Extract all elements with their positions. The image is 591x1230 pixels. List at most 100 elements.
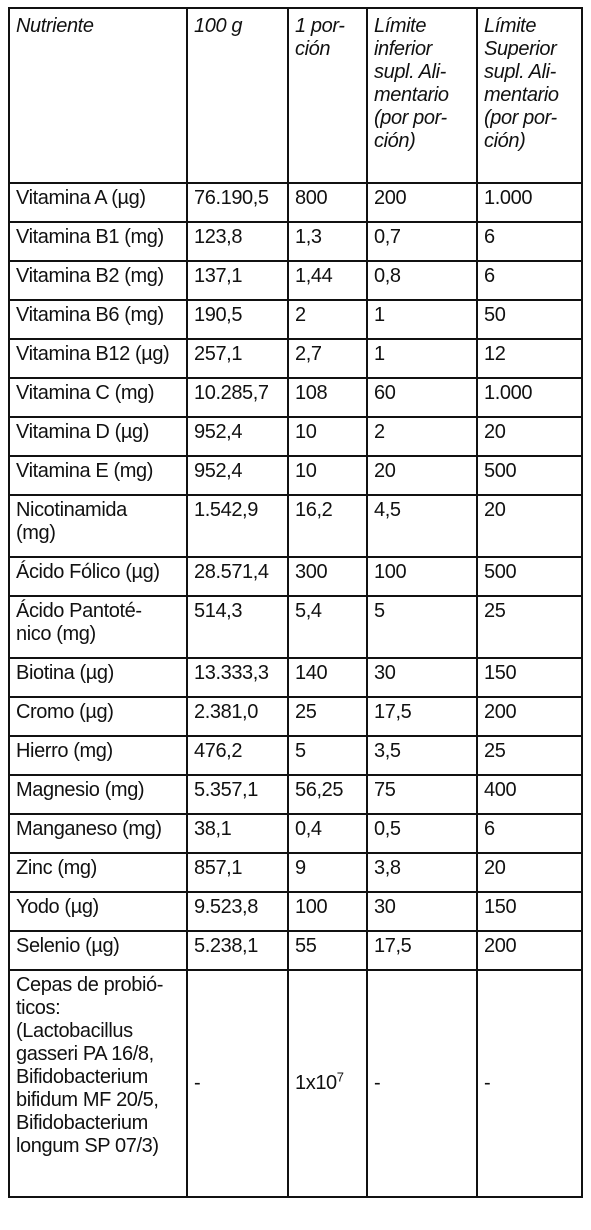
cell-lower-limit: 17,5: [366, 696, 478, 737]
cell-per-100g: 137,1: [186, 260, 289, 301]
cell-portion: 140: [287, 657, 368, 698]
cell-per-100g: -: [186, 969, 289, 1198]
cell-per-100g: 13.333,3: [186, 657, 289, 698]
header-portion: 1 por- ción: [287, 7, 368, 184]
cell-per-100g: 1.542,9: [186, 494, 289, 558]
table-row: Ácido Pantoté- nico (mg) 514,3 5,4 5 25: [8, 595, 583, 659]
table-row: Vitamina C (mg) 10.285,7 108 60 1.000: [8, 377, 583, 418]
cell-portion: 16,2: [287, 494, 368, 558]
table-row-probiotics: Cepas de probió- ticos: (Lactobacillus g…: [8, 969, 583, 1198]
cell-lower-limit: 60: [366, 377, 478, 418]
cell-upper-limit: 400: [476, 774, 583, 815]
cell-nutrient: Vitamina D (µg): [8, 416, 188, 457]
cell-nutrient: Manganeso (mg): [8, 813, 188, 854]
cell-lower-limit: 30: [366, 657, 478, 698]
cell-lower-limit: 100: [366, 556, 478, 597]
cell-per-100g: 2.381,0: [186, 696, 289, 737]
cell-per-100g: 5.357,1: [186, 774, 289, 815]
cell-upper-limit: 25: [476, 735, 583, 776]
cell-lower-limit: -: [366, 969, 478, 1198]
cell-lower-limit: 1: [366, 338, 478, 379]
table-header-row: Nutriente 100 g 1 por- ción Límite infer…: [8, 7, 583, 184]
cell-portion: 5: [287, 735, 368, 776]
cell-per-100g: 123,8: [186, 221, 289, 262]
cell-lower-limit: 3,5: [366, 735, 478, 776]
cell-upper-limit: 20: [476, 494, 583, 558]
cell-per-100g: 476,2: [186, 735, 289, 776]
cell-per-100g: 5.238,1: [186, 930, 289, 971]
table-row: Magnesio (mg) 5.357,1 56,25 75 400: [8, 774, 583, 815]
header-upper-limit: Límite Superior supl. Ali- mentario (por…: [476, 7, 583, 184]
cell-per-100g: 38,1: [186, 813, 289, 854]
header-nutriente: Nutriente: [8, 7, 188, 184]
cell-nutrient: Vitamina B1 (mg): [8, 221, 188, 262]
cell-lower-limit: 17,5: [366, 930, 478, 971]
cell-portion: 300: [287, 556, 368, 597]
cell-lower-limit: 1: [366, 299, 478, 340]
cell-upper-limit: 200: [476, 696, 583, 737]
cell-nutrient: Selenio (µg): [8, 930, 188, 971]
cell-per-100g: 952,4: [186, 416, 289, 457]
cell-portion: 25: [287, 696, 368, 737]
cell-upper-limit: 500: [476, 556, 583, 597]
cell-upper-limit: 6: [476, 221, 583, 262]
cell-upper-limit: 25: [476, 595, 583, 659]
cell-upper-limit: -: [476, 969, 583, 1198]
cell-upper-limit: 50: [476, 299, 583, 340]
table-row: Cromo (µg) 2.381,0 25 17,5 200: [8, 696, 583, 737]
table-row: Nicotinamida (mg) 1.542,9 16,2 4,5 20: [8, 494, 583, 558]
cell-lower-limit: 5: [366, 595, 478, 659]
cell-portion: 800: [287, 182, 368, 223]
header-100g: 100 g: [186, 7, 289, 184]
cell-nutrient: Cepas de probió- ticos: (Lactobacillus g…: [8, 969, 188, 1198]
cell-portion: 1x107: [287, 969, 368, 1198]
cell-lower-limit: 20: [366, 455, 478, 496]
table-row: Selenio (µg) 5.238,1 55 17,5 200: [8, 930, 583, 971]
cell-per-100g: 952,4: [186, 455, 289, 496]
table-row: Manganeso (mg) 38,1 0,4 0,5 6: [8, 813, 583, 854]
table-row: Vitamina D (µg) 952,4 10 2 20: [8, 416, 583, 457]
cell-per-100g: 190,5: [186, 299, 289, 340]
cell-nutrient: Ácido Pantoté- nico (mg): [8, 595, 188, 659]
table-row: Vitamina E (mg) 952,4 10 20 500: [8, 455, 583, 496]
cell-portion: 9: [287, 852, 368, 893]
cell-per-100g: 257,1: [186, 338, 289, 379]
cell-lower-limit: 0,7: [366, 221, 478, 262]
cell-nutrient: Magnesio (mg): [8, 774, 188, 815]
cell-per-100g: 76.190,5: [186, 182, 289, 223]
cell-upper-limit: 1.000: [476, 377, 583, 418]
cell-upper-limit: 1.000: [476, 182, 583, 223]
cell-nutrient: Yodo (µg): [8, 891, 188, 932]
cell-portion: 5,4: [287, 595, 368, 659]
cell-nutrient: Hierro (mg): [8, 735, 188, 776]
nutrient-table: Nutriente 100 g 1 por- ción Límite infer…: [8, 7, 583, 1198]
cell-lower-limit: 0,8: [366, 260, 478, 301]
cell-portion: 10: [287, 455, 368, 496]
cell-lower-limit: 4,5: [366, 494, 478, 558]
table-row: Biotina (µg) 13.333,3 140 30 150: [8, 657, 583, 698]
table-row: Vitamina B1 (mg) 123,8 1,3 0,7 6: [8, 221, 583, 262]
cell-per-100g: 514,3: [186, 595, 289, 659]
cell-portion: 100: [287, 891, 368, 932]
table-row: Vitamina B6 (mg) 190,5 2 1 50: [8, 299, 583, 340]
cell-upper-limit: 500: [476, 455, 583, 496]
header-lower-limit: Límite inferior supl. Ali- mentario (por…: [366, 7, 478, 184]
cell-per-100g: 28.571,4: [186, 556, 289, 597]
cell-nutrient: Biotina (µg): [8, 657, 188, 698]
cell-upper-limit: 20: [476, 852, 583, 893]
table-row: Vitamina B12 (µg) 257,1 2,7 1 12: [8, 338, 583, 379]
cell-lower-limit: 3,8: [366, 852, 478, 893]
cell-upper-limit: 6: [476, 260, 583, 301]
cell-portion: 55: [287, 930, 368, 971]
cell-upper-limit: 20: [476, 416, 583, 457]
cell-portion: 0,4: [287, 813, 368, 854]
cell-lower-limit: 75: [366, 774, 478, 815]
cell-portion: 2: [287, 299, 368, 340]
cell-nutrient: Vitamina B12 (µg): [8, 338, 188, 379]
table-row: Yodo (µg) 9.523,8 100 30 150: [8, 891, 583, 932]
cell-portion: 56,25: [287, 774, 368, 815]
cell-upper-limit: 150: [476, 657, 583, 698]
cell-nutrient: Vitamina E (mg): [8, 455, 188, 496]
cell-nutrient: Vitamina B6 (mg): [8, 299, 188, 340]
cell-nutrient: Vitamina B2 (mg): [8, 260, 188, 301]
